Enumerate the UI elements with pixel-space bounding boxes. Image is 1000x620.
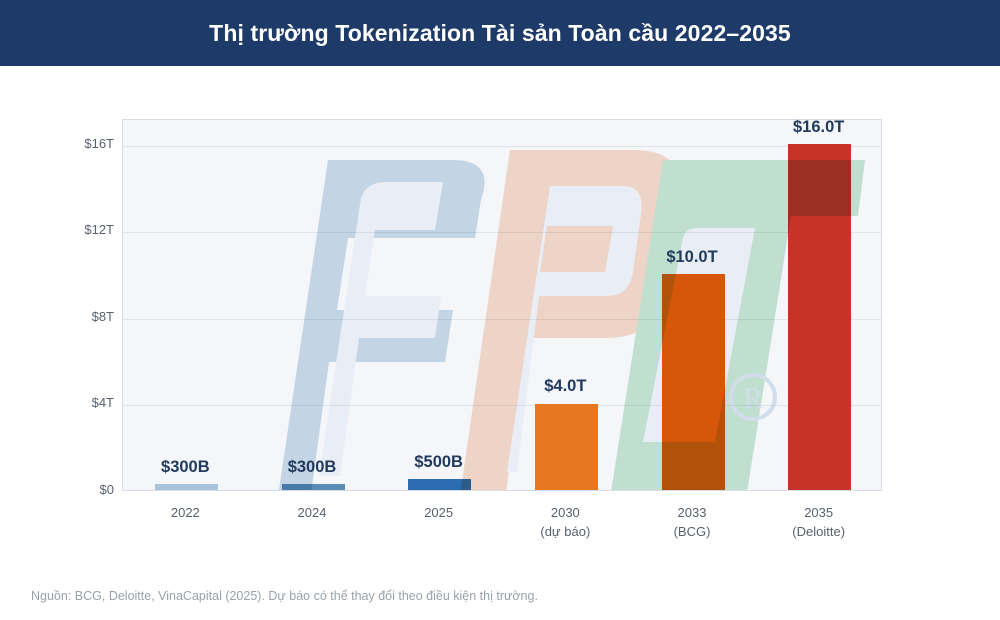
gridline — [123, 318, 881, 320]
x-axis-tick-2033: 2033 (BCG) — [622, 503, 762, 541]
x-axis-tick-2035: 2035 (Deloitte) — [749, 503, 889, 541]
x-axis-tick-sublabel: (dự báo) — [540, 524, 591, 539]
bar-2024[interactable] — [281, 483, 345, 490]
bar-value-label-2030: $4.0T — [544, 377, 587, 396]
x-axis-tick-year: 2030 — [550, 505, 580, 520]
x-axis-tick-2022: 2022 — [115, 503, 255, 522]
x-axis-tick-2030: 2030 (dự báo) — [495, 503, 635, 541]
y-axis-tick-label: $4T — [91, 395, 114, 411]
gridline — [123, 405, 881, 407]
bar-value-label-2022: $300B — [161, 457, 210, 476]
bar-2025[interactable] — [408, 479, 472, 490]
plot-area: R — [122, 119, 882, 491]
bar-2022[interactable] — [154, 483, 218, 490]
y-axis-tick-label: $12T — [84, 222, 114, 238]
bar-value-label-2024: $300B — [287, 457, 337, 476]
gridline — [123, 145, 881, 147]
x-axis-tick-sublabel: (Deloitte) — [792, 524, 846, 539]
x-axis-tick-2024: 2024 — [242, 503, 382, 522]
chart-container: $0 $4T $8T $12T $16T — [0, 66, 1000, 620]
y-axis: $0 $4T $8T $12T $16T — [54, 119, 114, 497]
x-axis-tick-year: 2024 — [297, 505, 327, 520]
bar-2030[interactable] — [534, 403, 598, 490]
header-bar: Thị trường Tokenization Tài sản Toàn cầu… — [0, 0, 1000, 66]
bar-value-label-2033: $10.0T — [666, 247, 718, 266]
x-axis-tick-year: 2033 — [677, 505, 707, 520]
x-axis-tick-year: 2035 — [804, 505, 834, 520]
gridline — [123, 232, 881, 234]
x-axis-tick-year: 2025 — [424, 505, 454, 520]
x-axis-tick-sublabel: (BCG) — [673, 524, 711, 539]
bar-value-label-2025: $500B — [414, 453, 463, 472]
bar-2035[interactable] — [788, 143, 852, 490]
svg-text:R: R — [743, 382, 763, 415]
bar-value-label-2035: $16.0T — [792, 117, 845, 136]
y-axis-tick-label: $8T — [91, 308, 114, 324]
watermark-registered-icon: R — [729, 373, 777, 421]
source-note: Nguồn: BCG, Deloitte, VinaCapital (2025)… — [31, 589, 538, 603]
x-axis-tick-2025: 2025 — [369, 503, 509, 522]
watermark-letter-f — [278, 160, 485, 490]
fpt-logo-watermark: R — [278, 150, 865, 490]
x-axis-tick-year: 2022 — [170, 505, 200, 520]
y-axis-tick-label: $16T — [84, 135, 114, 151]
page-title: Thị trường Tokenization Tài sản Toàn cầu… — [209, 19, 791, 46]
watermark-letter-p — [460, 150, 683, 490]
y-axis-tick-label: $0 — [99, 482, 114, 497]
bar-2033[interactable] — [661, 273, 725, 490]
